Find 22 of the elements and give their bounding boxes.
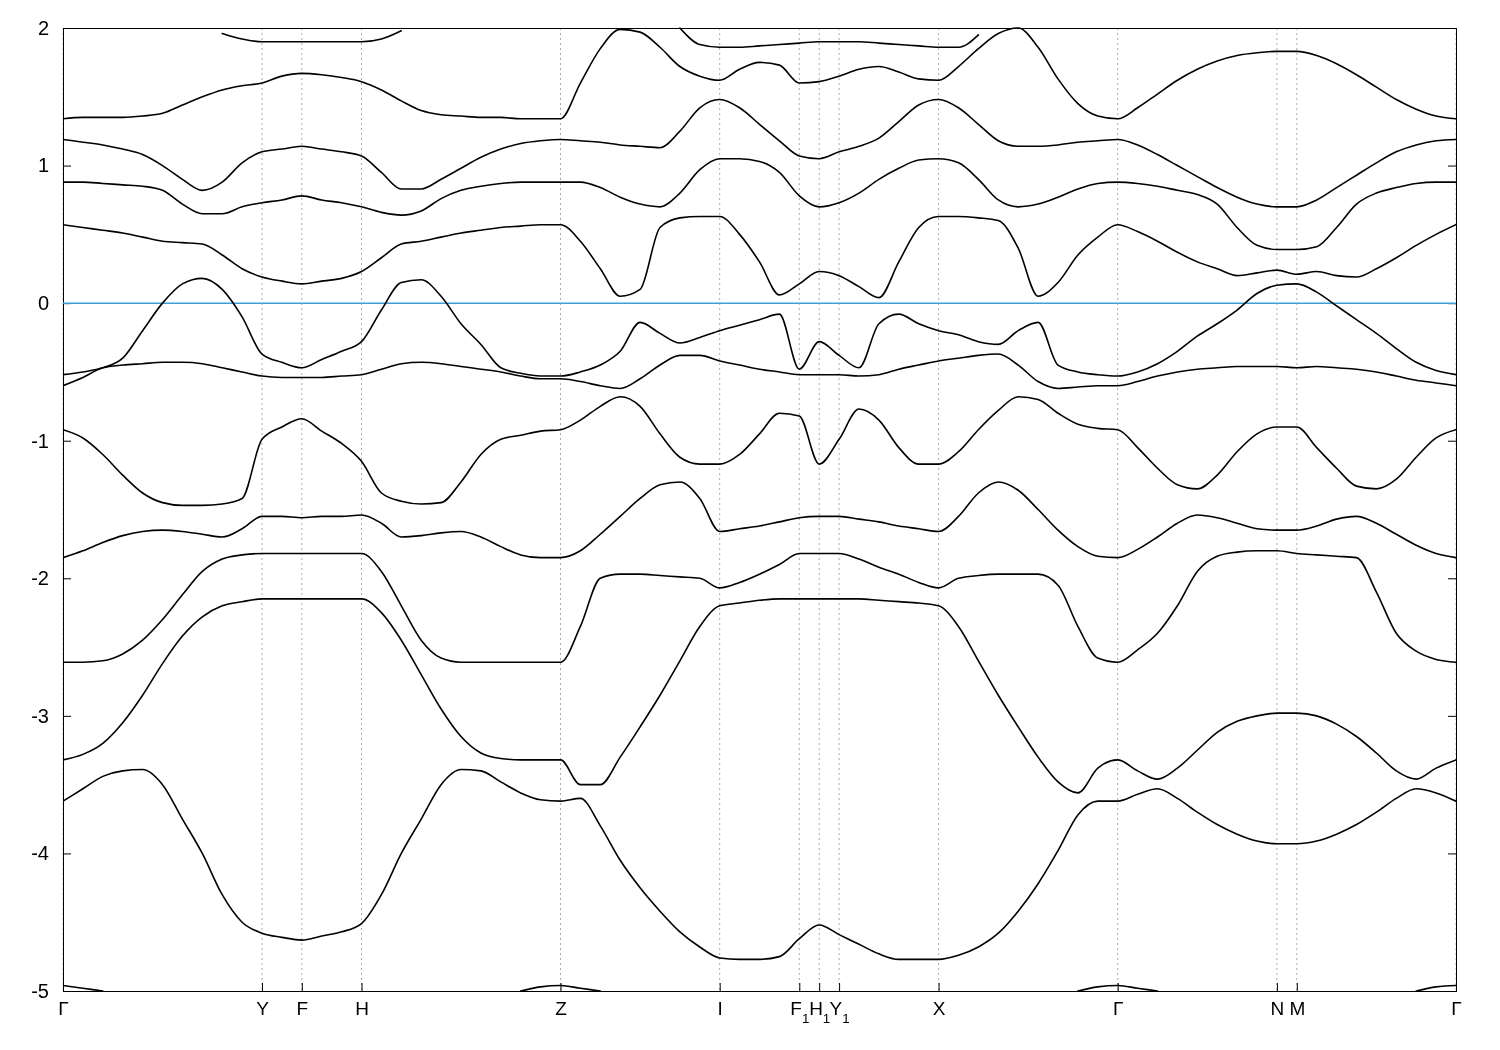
x-tick-label: Y$_{1}$ — [829, 998, 850, 1026]
x-tick-label: Γ — [1451, 998, 1462, 1019]
x-tick-label: F$_{1}$ — [790, 998, 810, 1026]
x-tick-label: Y — [256, 998, 270, 1019]
y-tick-label: 0 — [37, 292, 49, 315]
x-tick-label: F — [296, 998, 309, 1019]
y-tick-label: -2 — [31, 567, 49, 590]
y-tick-label: 1 — [37, 154, 49, 177]
x-tick-label: M — [1289, 998, 1306, 1019]
y-tick-label: 2 — [37, 16, 49, 39]
x-tick-label: Z — [555, 998, 568, 1019]
y-tick-label: -4 — [31, 842, 49, 865]
x-tick-label: Γ — [1112, 998, 1124, 1019]
y-tick-label: -1 — [31, 429, 49, 452]
x-tick-label: Γ — [58, 998, 69, 1019]
x-tick-label: H$_{1}$ — [809, 998, 831, 1026]
y-tick-label: -3 — [31, 704, 49, 727]
x-tick-label: H — [355, 998, 369, 1019]
x-tick-label: I — [717, 998, 723, 1019]
y-tick-label: -5 — [31, 979, 49, 1002]
x-tick-label: X — [932, 998, 946, 1019]
x-tick-label: N — [1270, 998, 1285, 1019]
